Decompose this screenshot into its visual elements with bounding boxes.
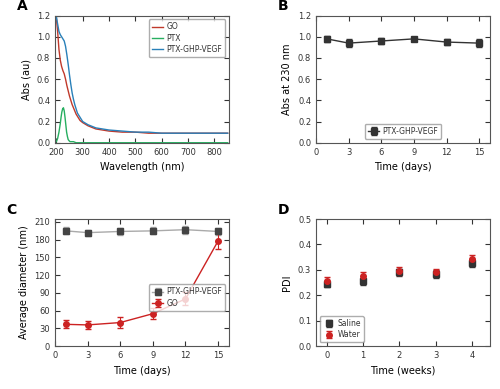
X-axis label: Time (weeks): Time (weeks): [370, 366, 436, 376]
Y-axis label: Abs (au): Abs (au): [22, 59, 32, 100]
Legend: Saline, Water: Saline, Water: [320, 316, 364, 342]
X-axis label: Time (days): Time (days): [374, 162, 432, 172]
Text: D: D: [278, 203, 289, 217]
Legend: PTX-GHP-VEGF: PTX-GHP-VEGF: [365, 124, 441, 139]
Y-axis label: PDI: PDI: [282, 274, 292, 291]
Text: A: A: [16, 0, 28, 14]
Text: B: B: [278, 0, 288, 14]
Y-axis label: Average diameter (nm): Average diameter (nm): [18, 226, 28, 340]
Legend: GO, PTX, PTX-GHP-VEGF: GO, PTX, PTX-GHP-VEGF: [149, 19, 225, 57]
X-axis label: Time (days): Time (days): [113, 366, 171, 376]
Y-axis label: Abs at 230 nm: Abs at 230 nm: [282, 44, 292, 115]
Legend: PTX-GHP-VEGF, GO: PTX-GHP-VEGF, GO: [149, 284, 225, 310]
Text: C: C: [6, 203, 16, 217]
X-axis label: Wavelength (nm): Wavelength (nm): [100, 162, 184, 172]
